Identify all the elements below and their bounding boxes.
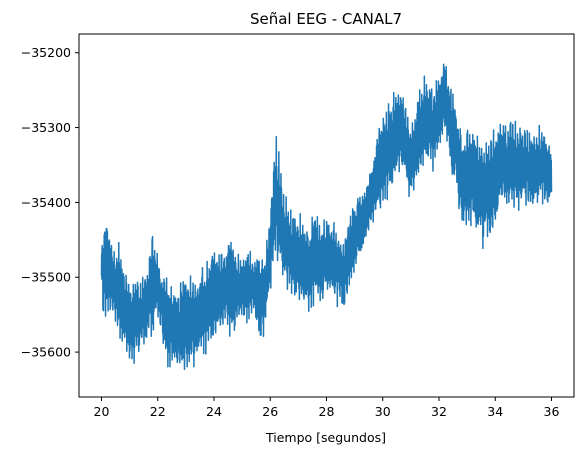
x-tick-label: 34 bbox=[487, 404, 503, 419]
x-axis: 20 22 24 26 28 30 32 34 36 bbox=[94, 397, 560, 419]
x-tick-label: 22 bbox=[150, 404, 166, 419]
y-tick-label: −35600 bbox=[21, 345, 71, 360]
x-tick-label: 32 bbox=[431, 404, 447, 419]
y-tick-label: −35200 bbox=[21, 45, 71, 60]
y-tick-label: −35500 bbox=[21, 270, 71, 285]
y-tick-label: −35400 bbox=[21, 195, 71, 210]
x-tick-label: 30 bbox=[375, 404, 391, 419]
plot-area bbox=[100, 63, 553, 371]
y-axis: −35600 −35500 −35400 −35300 −35200 bbox=[21, 45, 79, 360]
y-tick-label: −35300 bbox=[21, 120, 71, 135]
x-tick-label: 20 bbox=[94, 404, 110, 419]
signal-line bbox=[100, 63, 553, 371]
x-tick-label: 28 bbox=[319, 404, 335, 419]
x-tick-label: 24 bbox=[206, 404, 222, 419]
x-tick-label: 26 bbox=[262, 404, 278, 419]
x-tick-label: 36 bbox=[544, 404, 560, 419]
x-axis-label: Tiempo [segundos] bbox=[265, 430, 386, 445]
chart-title: Señal EEG - CANAL7 bbox=[250, 10, 402, 28]
